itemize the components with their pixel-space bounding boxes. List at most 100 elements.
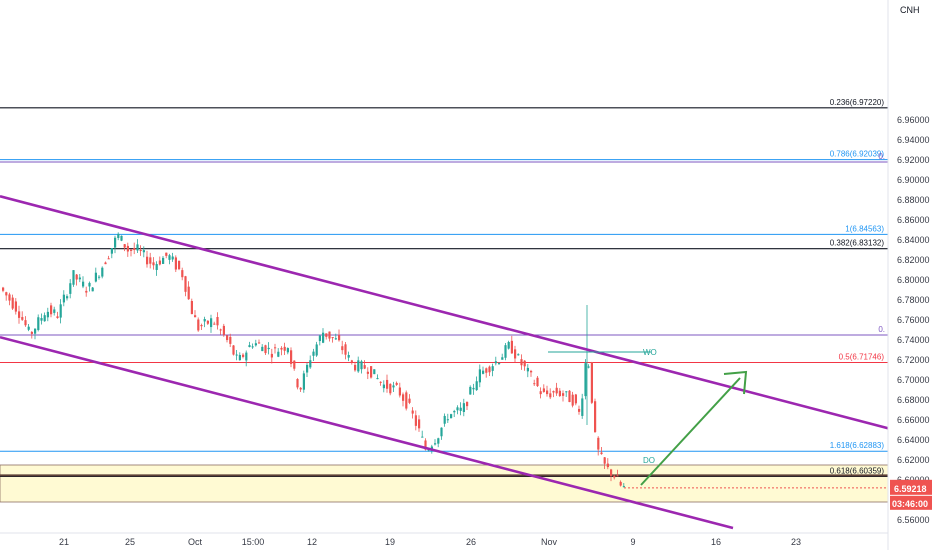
price-tick-label: 6.80000 bbox=[897, 275, 930, 285]
level-label: 1(6.84563) bbox=[845, 224, 884, 233]
price-tick-label: 6.76000 bbox=[897, 315, 930, 325]
candle-body bbox=[21, 317, 24, 320]
candle-body bbox=[232, 345, 235, 355]
candle-body bbox=[366, 371, 369, 374]
candle-body bbox=[562, 393, 565, 396]
candle-body bbox=[606, 463, 609, 468]
wo-label: WO bbox=[643, 348, 657, 357]
candle-body bbox=[565, 391, 568, 393]
candle-body bbox=[405, 392, 408, 409]
channel-line bbox=[0, 335, 734, 530]
candle-body bbox=[363, 365, 366, 369]
candle-body bbox=[14, 301, 17, 312]
candle-body bbox=[82, 281, 85, 287]
time-axis[interactable]: 21 25 Oct 15:00 12 19 26 Nov 9 16 23 bbox=[59, 537, 801, 547]
candle-body bbox=[386, 379, 389, 389]
price-tick-label: 6.66000 bbox=[897, 415, 930, 425]
candle-body bbox=[235, 354, 238, 356]
time-tick-label: 21 bbox=[59, 537, 69, 547]
candle-body bbox=[162, 257, 165, 264]
price-tags: 6.59218 03:46:00 bbox=[624, 479, 932, 510]
candle-body bbox=[213, 323, 216, 325]
candle-body bbox=[46, 311, 49, 318]
candle-body bbox=[459, 407, 462, 411]
candle-body bbox=[11, 297, 14, 309]
candle-body bbox=[158, 260, 161, 265]
candle-body bbox=[203, 318, 206, 322]
candle-body bbox=[507, 342, 510, 349]
drawings: WO DO bbox=[548, 348, 748, 486]
do-label: DO bbox=[643, 456, 655, 465]
price-tick-label: 6.62000 bbox=[897, 455, 930, 465]
candle-body bbox=[344, 344, 347, 355]
candle-body bbox=[69, 283, 72, 294]
candle-body bbox=[331, 337, 334, 339]
candle-body bbox=[514, 349, 517, 359]
candle-body bbox=[328, 331, 331, 339]
candle-body bbox=[184, 276, 187, 292]
candle-body bbox=[197, 319, 200, 331]
candle-body bbox=[549, 393, 552, 398]
candle-body bbox=[267, 347, 270, 350]
candle-body bbox=[523, 360, 526, 367]
candle-body bbox=[578, 408, 581, 412]
candle-body bbox=[469, 386, 472, 395]
candle-body bbox=[181, 270, 184, 278]
candle-body bbox=[149, 257, 152, 264]
candle-body bbox=[510, 340, 513, 354]
candle-body bbox=[110, 248, 113, 254]
candle-body bbox=[56, 316, 59, 318]
candle-body bbox=[357, 360, 360, 372]
candle-body bbox=[302, 373, 305, 390]
candle-body bbox=[72, 270, 75, 285]
price-tick-label: 6.56000 bbox=[897, 515, 930, 525]
candle-body bbox=[299, 387, 302, 390]
candle-body bbox=[501, 357, 504, 360]
candle-body bbox=[341, 346, 344, 351]
candle-body bbox=[603, 457, 606, 464]
candle-body bbox=[574, 394, 577, 404]
candle-body bbox=[222, 325, 225, 335]
candle-body bbox=[283, 346, 286, 351]
candle-body bbox=[453, 411, 456, 413]
candle-body bbox=[434, 443, 437, 445]
candle-body bbox=[520, 359, 523, 366]
candle-body bbox=[152, 262, 155, 266]
candle-body bbox=[411, 410, 414, 414]
time-tick-label: 12 bbox=[307, 537, 317, 547]
price-tick-label: 6.78000 bbox=[897, 295, 930, 305]
candle-body bbox=[62, 294, 65, 303]
price-tick-label: 6.92000 bbox=[897, 155, 930, 165]
candle-body bbox=[104, 262, 107, 265]
time-tick-label: 26 bbox=[466, 537, 476, 547]
candle-body bbox=[616, 475, 619, 477]
candle-body bbox=[174, 257, 177, 270]
candle-body bbox=[494, 361, 497, 364]
candles bbox=[2, 232, 625, 488]
candle-body bbox=[338, 335, 341, 341]
channel-line bbox=[0, 195, 889, 430]
candle-body bbox=[123, 244, 126, 248]
forecast-arrow-head bbox=[723, 370, 748, 395]
candle-body bbox=[171, 256, 174, 260]
candle-body bbox=[114, 237, 117, 248]
candle-body bbox=[242, 354, 245, 357]
candle-body bbox=[322, 332, 325, 343]
candle-body bbox=[456, 407, 459, 411]
candle-body bbox=[482, 370, 485, 374]
candle-body bbox=[226, 335, 229, 341]
time-tick-label: 25 bbox=[125, 537, 135, 547]
level-label: 0.382(6.83132) bbox=[830, 239, 885, 248]
price-axis[interactable]: 6.96000 6.94000 6.92000 6.90000 6.88000 6.860… bbox=[897, 115, 930, 525]
price-tick-label: 6.88000 bbox=[897, 195, 930, 205]
candle-body bbox=[498, 363, 501, 365]
candle-body bbox=[168, 255, 171, 260]
candle-body bbox=[210, 318, 213, 328]
time-tick-label: Nov bbox=[541, 537, 558, 547]
price-tick-label: 6.68000 bbox=[897, 395, 930, 405]
level-label: 1.618(6.62883) bbox=[830, 441, 885, 450]
horizontal-levels: 0.236(6.97220)0.786(6.92039)0.1(6.84563)… bbox=[0, 98, 888, 477]
candle-body bbox=[533, 383, 536, 385]
candle-body bbox=[488, 366, 491, 373]
